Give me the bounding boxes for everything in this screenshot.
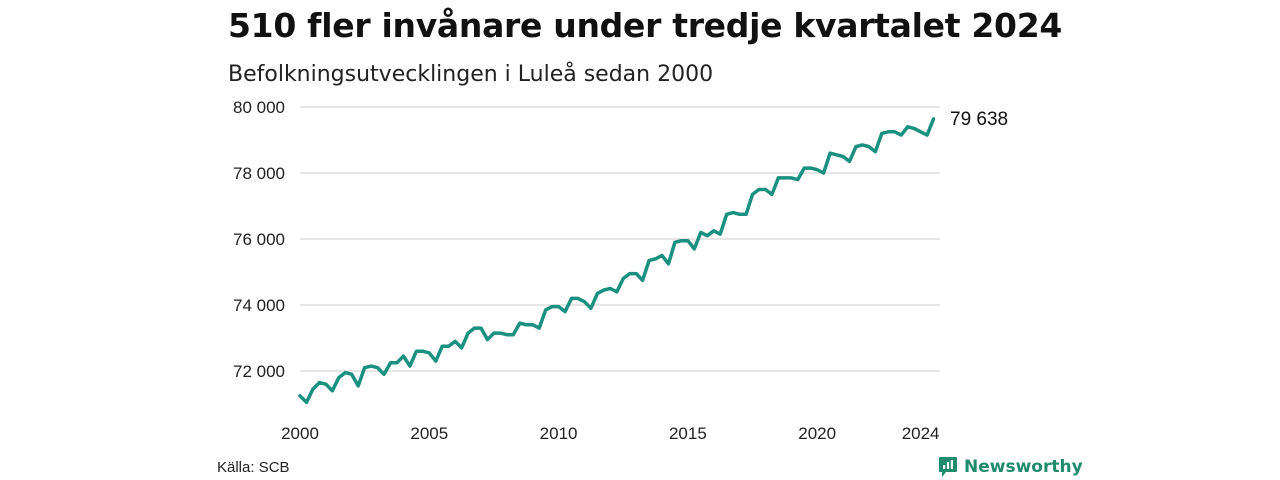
annotation-layer: 79 638 [950, 109, 1008, 130]
series-line [298, 117, 936, 405]
x-tick-label: 2020 [798, 424, 836, 443]
y-tick-label: 72 000 [233, 362, 285, 381]
x-axis: 2000 2005 2010 2015 2020 2024 [281, 424, 939, 443]
y-axis: 72 000 74 000 76 000 78 000 80 000 [233, 98, 285, 381]
x-tick-label: 2024 [902, 424, 940, 443]
y-tick-label: 76 000 [233, 230, 285, 249]
series-layer [298, 117, 936, 405]
newsworthy-logo-icon [939, 457, 957, 477]
brand-name: Newsworthy [964, 457, 1083, 477]
chart-subtitle: Befolkningsutvecklingen i Luleå sedan 20… [228, 62, 714, 87]
y-tick-label: 74 000 [233, 296, 285, 315]
source-note: Källa: SCB [217, 459, 290, 476]
y-tick-label: 78 000 [233, 164, 285, 183]
chart-title: 510 fler invånare under tredje kvartalet… [228, 6, 1063, 45]
end-value-label: 79 638 [950, 109, 1008, 130]
x-tick-label: 2005 [410, 424, 448, 443]
x-tick-label: 2010 [540, 424, 578, 443]
y-tick-label: 80 000 [233, 98, 285, 117]
brand[interactable]: Newsworthy [938, 456, 1083, 478]
x-tick-label: 2015 [669, 424, 707, 443]
grid-lines [300, 106, 940, 372]
x-tick-label: 2000 [281, 424, 319, 443]
